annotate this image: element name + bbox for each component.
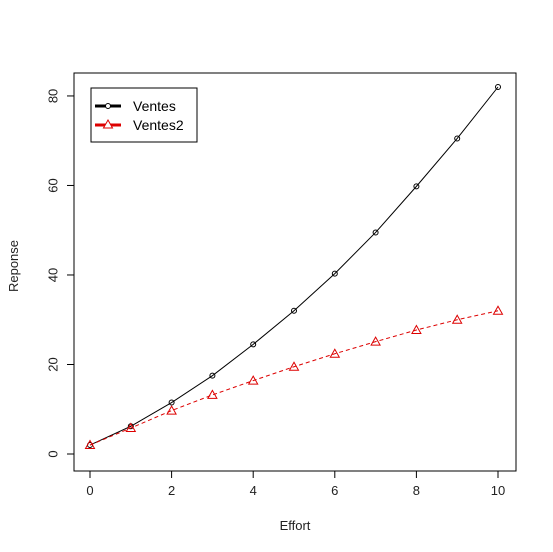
- y-tick-label: 80: [45, 89, 60, 103]
- x-axis: 0 2 4 6 8 10: [86, 470, 505, 498]
- data-point: [250, 341, 257, 348]
- series-layer: [84, 84, 504, 450]
- data-point: [370, 336, 381, 346]
- x-tick-label: 8: [413, 483, 420, 498]
- data-point: [372, 229, 379, 236]
- y-axis: 0 20 40 60 80: [45, 89, 75, 458]
- data-point: [288, 361, 300, 371]
- x-tick-label: 0: [86, 483, 93, 498]
- data-point: [247, 375, 259, 385]
- legend-box: [90, 87, 198, 143]
- data-point: [207, 389, 218, 399]
- data-point: [454, 135, 461, 142]
- data-point: [166, 405, 177, 415]
- data-point: [451, 314, 463, 324]
- data-point: [329, 348, 341, 358]
- legend-label-ventes2: Ventes2: [133, 117, 184, 133]
- data-point: [291, 307, 297, 314]
- series-ventes2: [84, 305, 504, 450]
- data-point: [84, 439, 96, 450]
- x-axis-label: Effort: [280, 518, 311, 533]
- data-point: [331, 270, 338, 277]
- legend-marker-ventes2: [102, 118, 114, 129]
- legend-marker-ventes: [105, 103, 111, 109]
- series-line: [89, 310, 499, 446]
- x-tick-label: 4: [250, 483, 257, 498]
- data-point: [413, 183, 420, 190]
- data-point: [209, 372, 216, 379]
- x-tick-label: 6: [331, 483, 338, 498]
- legend-label-ventes: Ventes: [133, 98, 176, 114]
- y-tick-label: 20: [45, 357, 60, 371]
- y-axis-label: Reponse: [6, 240, 21, 292]
- x-tick-label: 2: [168, 483, 175, 498]
- data-point: [495, 84, 501, 90]
- y-tick-label: 60: [45, 178, 60, 192]
- y-tick-label: 40: [45, 268, 60, 282]
- x-tick-label: 10: [491, 483, 505, 498]
- series-line: [89, 86, 499, 446]
- data-point: [125, 422, 137, 433]
- data-point: [492, 305, 504, 315]
- data-point: [168, 399, 175, 406]
- data-point: [411, 324, 422, 335]
- y-tick-label: 0: [45, 450, 60, 457]
- legend: Ventes Ventes2: [90, 87, 198, 143]
